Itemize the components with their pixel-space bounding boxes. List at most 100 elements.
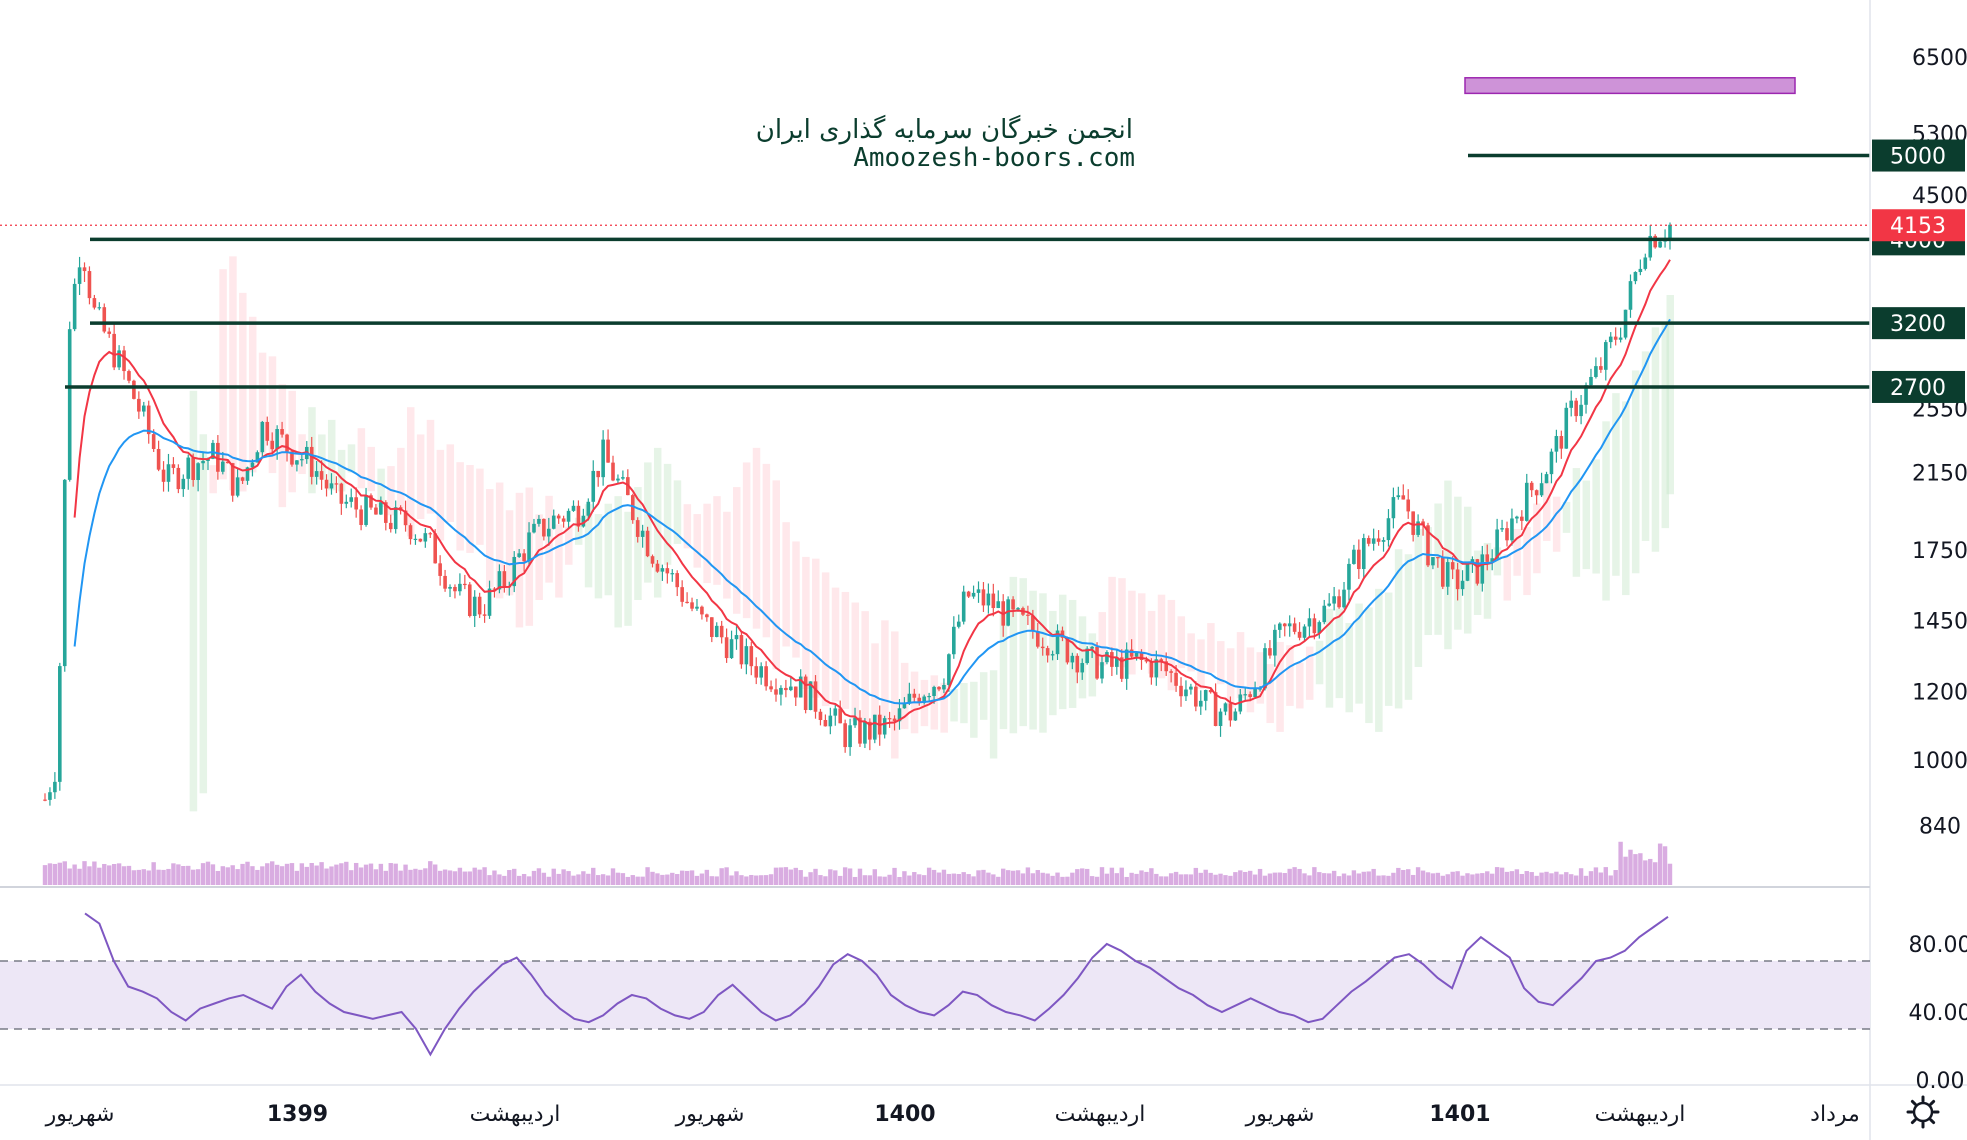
rsi-pane[interactable] <box>0 912 1870 1057</box>
candle[interactable] <box>912 688 917 703</box>
candle[interactable] <box>1342 581 1346 609</box>
candle[interactable] <box>1589 368 1593 387</box>
candle[interactable] <box>685 592 689 604</box>
candle[interactable] <box>561 515 566 528</box>
candle[interactable] <box>882 715 887 739</box>
candle[interactable] <box>1302 624 1307 642</box>
candle[interactable] <box>591 460 596 512</box>
candle[interactable] <box>1436 556 1440 568</box>
candle[interactable] <box>82 262 87 282</box>
candle[interactable] <box>1633 271 1638 285</box>
candle[interactable] <box>354 487 358 518</box>
candle[interactable] <box>186 454 191 490</box>
time-axis[interactable]: شهریور 1399 اردیبهشت شهریور 1400 اردیبهشت شهری… <box>45 1102 1860 1127</box>
candle[interactable] <box>413 534 418 545</box>
candle[interactable] <box>97 302 102 311</box>
candle[interactable] <box>324 474 329 497</box>
candle[interactable] <box>1026 605 1030 626</box>
candle[interactable] <box>942 678 946 694</box>
candle[interactable] <box>961 585 966 625</box>
candle[interactable] <box>739 631 744 669</box>
candle[interactable] <box>295 459 299 472</box>
gear-icon[interactable] <box>1906 1095 1940 1129</box>
candle[interactable] <box>472 590 477 628</box>
candle[interactable] <box>482 604 487 623</box>
candle[interactable] <box>556 513 561 524</box>
candle[interactable] <box>551 509 556 530</box>
candle[interactable] <box>596 470 600 487</box>
candle[interactable] <box>1194 681 1198 712</box>
candle[interactable] <box>996 590 1001 609</box>
candle[interactable] <box>1282 622 1287 637</box>
candle[interactable] <box>191 453 195 487</box>
candle[interactable] <box>640 524 645 548</box>
candle[interactable] <box>635 517 640 543</box>
candle[interactable] <box>1465 563 1470 582</box>
candle[interactable] <box>1297 622 1302 641</box>
candle[interactable] <box>87 266 92 305</box>
candle[interactable] <box>1198 690 1203 715</box>
candle[interactable] <box>1055 624 1060 660</box>
candle[interactable] <box>1539 472 1544 497</box>
candle[interactable] <box>393 500 398 534</box>
candle[interactable] <box>403 500 408 532</box>
candle[interactable] <box>388 514 393 533</box>
candle[interactable] <box>907 682 912 706</box>
candle[interactable] <box>423 528 428 548</box>
candle[interactable] <box>1618 327 1623 343</box>
candle[interactable] <box>1050 650 1055 661</box>
candle[interactable] <box>181 474 186 497</box>
candle[interactable] <box>196 462 200 492</box>
candles[interactable] <box>43 222 1672 806</box>
candle[interactable] <box>1460 570 1465 596</box>
candle[interactable] <box>522 549 526 572</box>
candle[interactable] <box>492 587 497 598</box>
candle[interactable] <box>833 705 838 726</box>
candle[interactable] <box>146 400 151 444</box>
candle[interactable] <box>502 564 507 593</box>
candle[interactable] <box>408 523 413 545</box>
candle[interactable] <box>779 685 783 706</box>
candle[interactable] <box>1110 647 1114 677</box>
candle[interactable] <box>606 429 610 463</box>
target-zone[interactable] <box>1464 77 1796 95</box>
candle[interactable] <box>453 584 457 599</box>
candle[interactable] <box>937 686 941 692</box>
candle[interactable] <box>542 518 546 541</box>
candle[interactable] <box>665 562 670 584</box>
candle[interactable] <box>112 323 116 371</box>
candle[interactable] <box>1322 599 1327 625</box>
candle[interactable] <box>166 453 171 492</box>
candle[interactable] <box>117 345 121 371</box>
candle[interactable] <box>793 686 798 706</box>
candle[interactable] <box>216 435 220 480</box>
candle[interactable] <box>724 628 729 663</box>
candle[interactable] <box>1450 556 1455 580</box>
candle[interactable] <box>107 327 112 338</box>
candle[interactable] <box>917 693 922 706</box>
candle[interactable] <box>1613 327 1618 346</box>
candle[interactable] <box>1391 487 1396 529</box>
candle[interactable] <box>314 461 319 485</box>
candle[interactable] <box>1332 587 1336 611</box>
candle[interactable] <box>675 570 680 597</box>
candle[interactable] <box>374 504 378 515</box>
candle[interactable] <box>418 538 423 543</box>
rsi-axis[interactable]: 80.00 40.00 0.00 <box>1909 933 1967 1094</box>
candle[interactable] <box>300 454 304 467</box>
candle[interactable] <box>1445 557 1450 595</box>
candle[interactable] <box>754 657 759 685</box>
candle[interactable] <box>137 391 141 419</box>
candle[interactable] <box>1559 430 1564 459</box>
candle[interactable] <box>1203 689 1208 711</box>
candle[interactable] <box>1386 509 1391 547</box>
candle[interactable] <box>379 496 383 515</box>
candle[interactable] <box>92 294 97 310</box>
candle[interactable] <box>1233 708 1238 721</box>
candle[interactable] <box>127 369 131 384</box>
candle[interactable] <box>789 677 793 692</box>
candle[interactable] <box>621 470 625 481</box>
candle[interactable] <box>319 460 324 490</box>
candle[interactable] <box>448 584 452 598</box>
candle[interactable] <box>463 574 467 590</box>
